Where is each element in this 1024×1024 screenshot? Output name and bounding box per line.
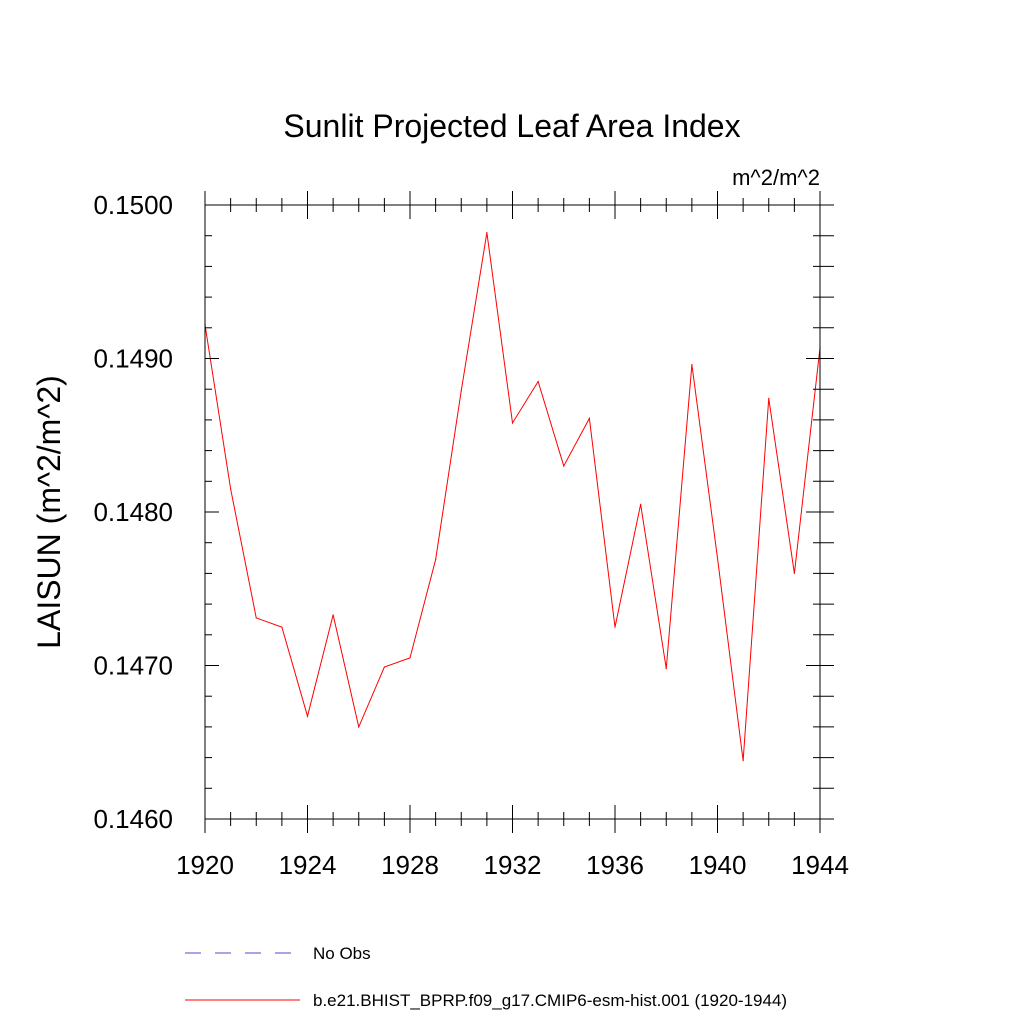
x-tick-label: 1928 (381, 850, 439, 880)
data-point (614, 626, 616, 628)
data-point (742, 760, 744, 762)
data-point (563, 465, 565, 467)
x-tick-label: 1936 (586, 850, 644, 880)
y-tick-label: 0.1460 (93, 804, 173, 834)
data-point (358, 726, 360, 728)
ticks-layer: 1920 1924 1928 1932 1936 1940 1944 0.1460 0.1470… (93, 190, 848, 880)
data-point (588, 417, 590, 419)
x-tick-label: 1924 (279, 850, 337, 880)
data-point (460, 390, 462, 392)
legend-label-0: No Obs (313, 944, 371, 963)
data-point (716, 557, 719, 559)
data-point (230, 488, 232, 490)
x-tick-label: 1940 (689, 850, 747, 880)
x-tick-label: 1920 (176, 850, 234, 880)
data-point (306, 715, 309, 717)
data-point (511, 422, 514, 424)
data-point (793, 572, 795, 575)
data-point (640, 503, 642, 505)
plot-frame (204, 204, 821, 820)
legend: No Obs b.e21.BHIST_BPRP.f09_g17.CMIP6-esm… (185, 944, 787, 1010)
y-tick-label: 0.1500 (93, 190, 173, 220)
y-axis-label: LAISUN (m^2/m^2) (31, 375, 67, 649)
data-point (435, 558, 437, 561)
data-point (255, 617, 257, 619)
data-point (665, 667, 667, 670)
data-point (691, 364, 693, 366)
series-line-1 (204, 232, 821, 761)
chart-title: Sunlit Projected Leaf Area Index (283, 108, 740, 144)
units-label: m^2/m^2 (732, 165, 820, 190)
y-tick-label: 0.1490 (93, 344, 173, 374)
data-point (537, 380, 539, 383)
data-point (486, 232, 488, 234)
x-tick-label: 1932 (484, 850, 542, 880)
data-point (383, 666, 385, 668)
data-point (768, 397, 770, 400)
data-point (281, 626, 283, 628)
series-layer (204, 232, 821, 762)
data-point (332, 614, 334, 616)
data-point (409, 657, 411, 659)
legend-label-1: b.e21.BHIST_BPRP.f09_g17.CMIP6-esm-hist.… (313, 991, 787, 1010)
x-tick-label: 1944 (791, 850, 849, 880)
y-tick-label: 0.1470 (93, 651, 173, 681)
y-tick-label: 0.1480 (93, 497, 173, 527)
